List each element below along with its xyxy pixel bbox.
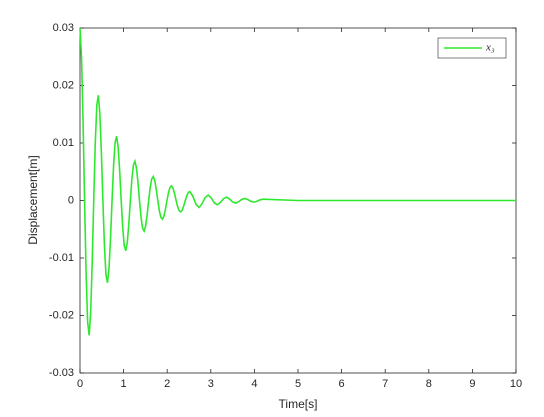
x-tick-label: 7: [382, 378, 388, 390]
legend-label: x₃: [485, 42, 495, 54]
x-tick-label: 9: [469, 378, 475, 390]
x-tick-label: 4: [251, 378, 257, 390]
y-tick-label: 0.01: [53, 137, 74, 149]
y-tick-label: -0.01: [49, 252, 74, 264]
y-axis-title: Displacement[m]: [26, 155, 40, 244]
x-tick-label: 8: [426, 378, 432, 390]
x-tick-label: 6: [339, 378, 345, 390]
y-tick-label: 0.02: [53, 79, 74, 91]
y-tick-label: 0.03: [53, 22, 74, 34]
x-tick-label: 10: [510, 378, 522, 390]
data-line: [79, 27, 516, 336]
x-tick-label: 5: [295, 378, 301, 390]
x-axis-title: Time[s]: [279, 397, 318, 411]
y-tick-label: -0.02: [49, 309, 74, 321]
y-tick-label: 0: [68, 194, 74, 206]
y-tick-label: -0.03: [49, 367, 74, 379]
x-tick-label: 3: [208, 378, 214, 390]
x-tick-label: 1: [121, 378, 127, 390]
x-tick-label: 2: [164, 378, 170, 390]
x-tick-label: 0: [77, 378, 83, 390]
